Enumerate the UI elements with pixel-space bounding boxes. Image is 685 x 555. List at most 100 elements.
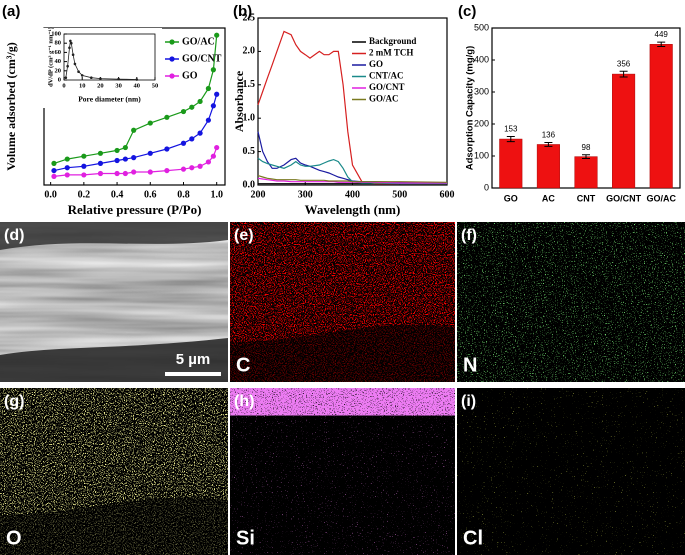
bar — [574, 156, 598, 189]
data-label: 356 — [617, 59, 631, 68]
y-tick-label: 0 — [58, 76, 61, 83]
point — [131, 169, 137, 175]
point — [147, 120, 153, 126]
y-axis-label: Adsorption Capacity (mg/g) — [465, 46, 476, 171]
legend-marker — [169, 39, 175, 45]
point — [51, 167, 57, 174]
eds-band — [230, 388, 455, 416]
panel-label: (d) — [4, 227, 24, 244]
point — [147, 150, 153, 156]
legend-label: GO/CNT — [369, 82, 405, 92]
y-tick-label: 100 — [51, 30, 61, 37]
bar — [612, 73, 636, 189]
point — [51, 173, 57, 179]
element-label: N — [463, 354, 477, 376]
inset-bg — [40, 28, 162, 108]
point — [164, 146, 170, 152]
x-tick-label: 10 — [79, 82, 86, 89]
point — [180, 166, 187, 172]
point — [180, 140, 187, 146]
point — [97, 160, 104, 166]
element-label: Si — [236, 527, 255, 549]
point — [189, 165, 195, 171]
point — [197, 98, 203, 105]
point — [81, 163, 87, 169]
point — [197, 130, 203, 136]
eds-map — [457, 388, 685, 555]
point — [122, 156, 128, 162]
legend-label: GO — [182, 70, 198, 81]
x-tick-label: CNT — [577, 193, 596, 203]
x-tick-label: 500 — [392, 189, 407, 200]
point — [180, 108, 187, 115]
bar — [649, 44, 673, 189]
panel-label: (i) — [461, 393, 476, 410]
x-tick-label: 40 — [134, 82, 141, 89]
panel-label: (e) — [234, 227, 254, 244]
legend-label: GO/AC — [369, 94, 399, 104]
y-tick-label: 300 — [474, 86, 489, 96]
point — [69, 39, 72, 43]
x-tick-label: 400 — [345, 189, 360, 200]
x-tick-label: 200 — [251, 189, 266, 200]
x-tick-label: 0 — [62, 82, 65, 89]
series-line — [257, 30, 447, 185]
bar — [499, 138, 523, 189]
legend-label: GO — [369, 59, 383, 69]
error-bar — [582, 154, 590, 160]
error-bar — [657, 41, 666, 48]
y-tick-label: 0.0 — [243, 179, 256, 190]
x-axis-label: Wavelength (nm) — [305, 202, 401, 217]
series-line — [257, 175, 448, 183]
point — [214, 32, 220, 38]
y-tick-label: 400 — [474, 54, 489, 64]
legend-label: GO/AC — [182, 36, 215, 47]
point — [99, 77, 102, 80]
point — [147, 169, 153, 175]
point — [189, 104, 195, 110]
eds-dark — [0, 497, 228, 555]
y-tick-label: 0.5 — [243, 146, 256, 157]
element-label: O — [6, 527, 22, 549]
point — [73, 62, 77, 66]
eds-map — [230, 388, 455, 555]
point — [197, 163, 203, 169]
x-tick-label: AC — [542, 193, 555, 203]
panel-label: (g) — [4, 393, 24, 410]
point — [189, 136, 195, 142]
eds-dark — [230, 324, 455, 382]
x-tick-label: 1.0 — [210, 189, 223, 200]
point — [214, 91, 220, 97]
error-bar — [506, 135, 515, 143]
y-axis-label: Volume adsorbed (cm³/g) — [4, 42, 18, 170]
point — [69, 41, 73, 45]
point — [210, 103, 216, 109]
point — [210, 153, 216, 159]
y-axis-label: dV/dP (cm³ g⁻¹ nm⁻¹) — [47, 27, 54, 87]
x-tick-label: GO/CNT — [606, 193, 642, 203]
x-axis-label: Relative pressure (P/Po) — [68, 202, 202, 217]
point — [117, 77, 120, 81]
panel-label: (f) — [461, 227, 477, 244]
point — [114, 170, 120, 177]
y-tick-label: 200 — [474, 118, 489, 128]
x-tick-label: 0.0 — [44, 189, 57, 200]
scale-bar-label: 5 µm — [176, 351, 211, 368]
panel-label: (h) — [234, 393, 254, 410]
point — [97, 170, 104, 177]
x-tick-label: 0.4 — [111, 189, 124, 200]
point — [66, 64, 69, 68]
point — [81, 153, 87, 159]
legend-label: CNT/AC — [369, 71, 404, 81]
point — [122, 170, 128, 177]
x-tick-label: 0.6 — [144, 189, 157, 200]
y-tick-label: 2.5 — [243, 12, 256, 23]
x-tick-label: GO/AC — [646, 193, 676, 203]
point — [122, 144, 128, 151]
point — [214, 144, 220, 151]
point — [64, 76, 68, 79]
y-tick-label: 1.5 — [243, 79, 256, 90]
point — [90, 76, 93, 79]
error-bar — [544, 142, 553, 147]
plot-frame — [257, 17, 448, 186]
